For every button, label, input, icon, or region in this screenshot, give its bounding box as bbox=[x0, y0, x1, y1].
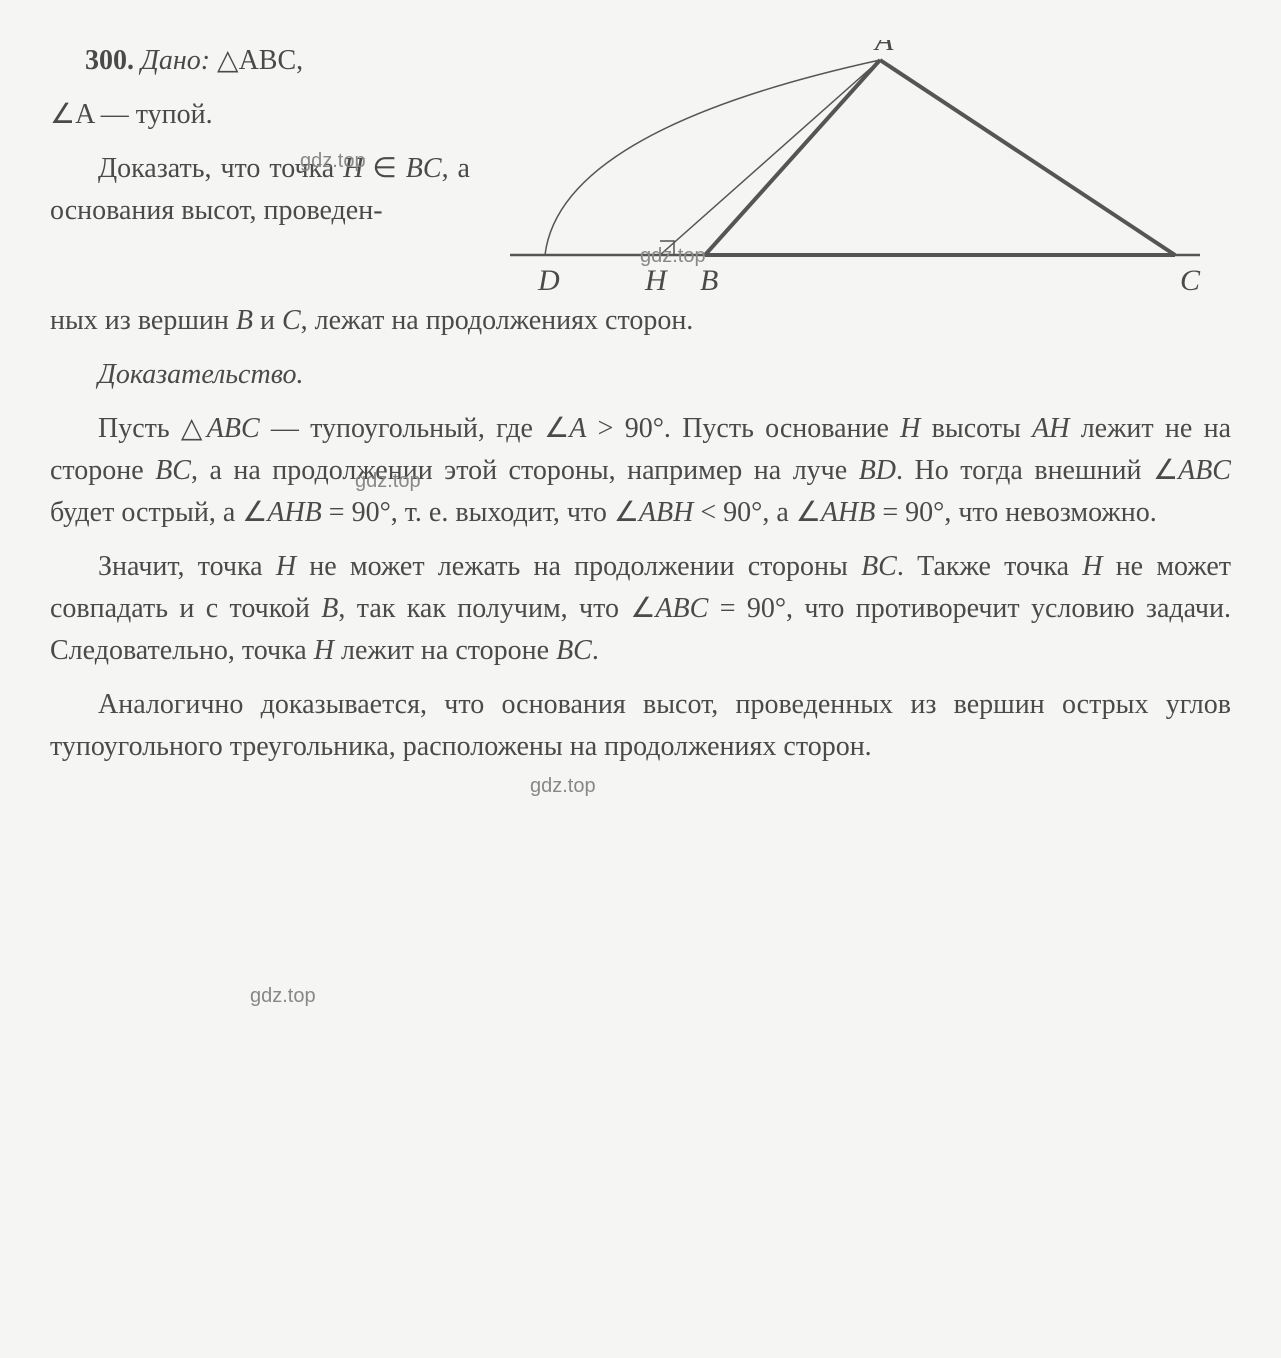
watermark: gdz.top bbox=[530, 775, 596, 798]
given-block: 300. Дано: △ABC, ∠A — тупой. Доказать, ч… bbox=[50, 40, 470, 244]
proof-para2: Значит, точка H не может лежать на продо… bbox=[50, 546, 1231, 672]
page-content: 300. Дано: △ABC, ∠A — тупой. Доказать, ч… bbox=[50, 40, 1231, 768]
watermark: gdz.top bbox=[250, 985, 316, 1008]
given-line1: 300. Дано: △ABC, bbox=[50, 40, 470, 82]
proof-para3: Аналогично доказывается, что основания в… bbox=[50, 684, 1231, 768]
prove-start: Доказать, что точка H ∈ BC, а основания … bbox=[50, 148, 470, 232]
label-B: B bbox=[700, 264, 718, 297]
label-H: H bbox=[644, 264, 669, 297]
diagram: A D H B C bbox=[500, 40, 1231, 300]
triangle-diagram-svg: A D H B C bbox=[500, 40, 1210, 300]
prove-continuation: ных из вершин B и C, лежат на продолжени… bbox=[50, 300, 1231, 342]
main-text: ных из вершин B и C, лежат на продолжени… bbox=[50, 300, 1231, 768]
side-AC bbox=[880, 60, 1175, 255]
arc-DA bbox=[545, 60, 880, 255]
given-triangle: △ABC, bbox=[217, 45, 303, 76]
label-D: D bbox=[537, 264, 560, 297]
proof-label: Доказательство. bbox=[50, 354, 1231, 396]
label-A: A bbox=[873, 40, 894, 57]
proof-para1: Пусть △ABC — тупоугольный, где ∠A > 90°.… bbox=[50, 408, 1231, 534]
top-row: 300. Дано: △ABC, ∠A — тупой. Доказать, ч… bbox=[50, 40, 1231, 300]
label-C: C bbox=[1180, 264, 1201, 297]
problem-number: 300. bbox=[85, 45, 134, 76]
altitude-AH bbox=[660, 60, 880, 255]
given-label: Дано: bbox=[141, 45, 210, 76]
given-line2: ∠A — тупой. bbox=[50, 94, 470, 136]
side-AB bbox=[705, 60, 880, 255]
